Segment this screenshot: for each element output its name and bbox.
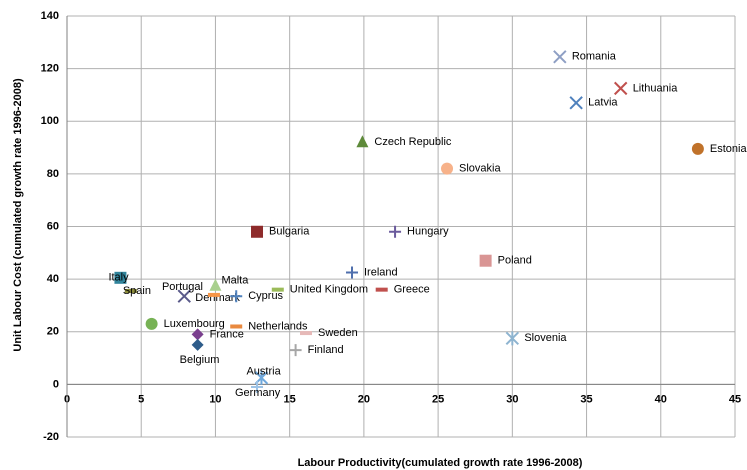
point-label: Netherlands [248, 320, 308, 332]
point-label: Czech Republic [374, 136, 452, 148]
point [207, 292, 220, 297]
x-tick-label: 5 [138, 393, 144, 405]
point-label: Romania [572, 51, 617, 63]
point [569, 96, 583, 110]
point [145, 317, 158, 330]
point-label: Austria [246, 366, 281, 378]
y-tick-label: 100 [41, 115, 59, 127]
point [251, 381, 264, 394]
x-tick-label: 25 [432, 393, 444, 405]
point [505, 331, 520, 346]
x-tick-label: 10 [209, 393, 221, 405]
point-label: Sweden [318, 327, 358, 339]
point [441, 162, 454, 175]
point [299, 331, 312, 336]
y-tick-label: 40 [47, 273, 59, 285]
point-label: France [210, 328, 244, 340]
point [209, 278, 222, 291]
y-axis-title: Unit Labour Cost (cumulated growth rate … [12, 78, 24, 352]
y-tick-label: -20 [43, 431, 59, 443]
point-label: Hungary [407, 226, 449, 238]
point-label: Estonia [710, 143, 747, 155]
point-label: Ireland [364, 266, 398, 278]
point [271, 287, 284, 292]
point [346, 266, 359, 279]
point-label: Luxembourg [164, 318, 225, 330]
point [553, 50, 567, 64]
point-label: Slovenia [524, 332, 567, 344]
y-tick-label: 140 [41, 10, 59, 22]
x-tick-label: 30 [506, 393, 518, 405]
point-label: Denmark [195, 292, 240, 304]
point-label: Italy [108, 272, 129, 284]
point [177, 289, 191, 303]
x-axis-title: Labour Productivity(cumulated growth rat… [298, 457, 583, 469]
point [124, 288, 137, 293]
x-tick-label: 40 [655, 393, 667, 405]
point-label: Greece [394, 284, 430, 296]
x-tick-label: 20 [358, 393, 370, 405]
point [375, 287, 388, 292]
point-label: Malta [221, 275, 249, 287]
point-label: Latvia [588, 97, 618, 109]
point-label: Lithuania [633, 82, 679, 94]
point-label: Cyprus [248, 290, 283, 302]
point [389, 225, 402, 238]
point-label: United Kingdom [290, 284, 368, 296]
point [230, 290, 243, 303]
point [691, 142, 704, 155]
point [191, 338, 204, 351]
point [613, 81, 628, 96]
point [114, 271, 127, 284]
y-tick-label: 120 [41, 63, 59, 75]
point [251, 225, 264, 238]
point-label: Slovakia [459, 163, 501, 175]
point [230, 324, 243, 329]
point-label: Finland [308, 344, 344, 356]
point-label: Portugal [162, 281, 203, 293]
x-tick-label: 15 [284, 393, 296, 405]
point-label: Spain [123, 285, 151, 297]
point-label: Bulgaria [269, 226, 310, 238]
point [479, 254, 492, 267]
point [191, 328, 204, 341]
x-tick-label: 45 [729, 393, 741, 405]
point [289, 344, 302, 357]
y-tick-label: 80 [47, 168, 59, 180]
x-tick-label: 35 [580, 393, 592, 405]
point-label: Germany [235, 387, 281, 399]
point-label: Poland [498, 255, 532, 267]
y-tick-label: 20 [47, 326, 59, 338]
y-tick-label: 0 [53, 378, 59, 390]
y-tick-label: 60 [47, 220, 59, 232]
point [356, 135, 369, 148]
point-label: Belgium [180, 354, 220, 366]
